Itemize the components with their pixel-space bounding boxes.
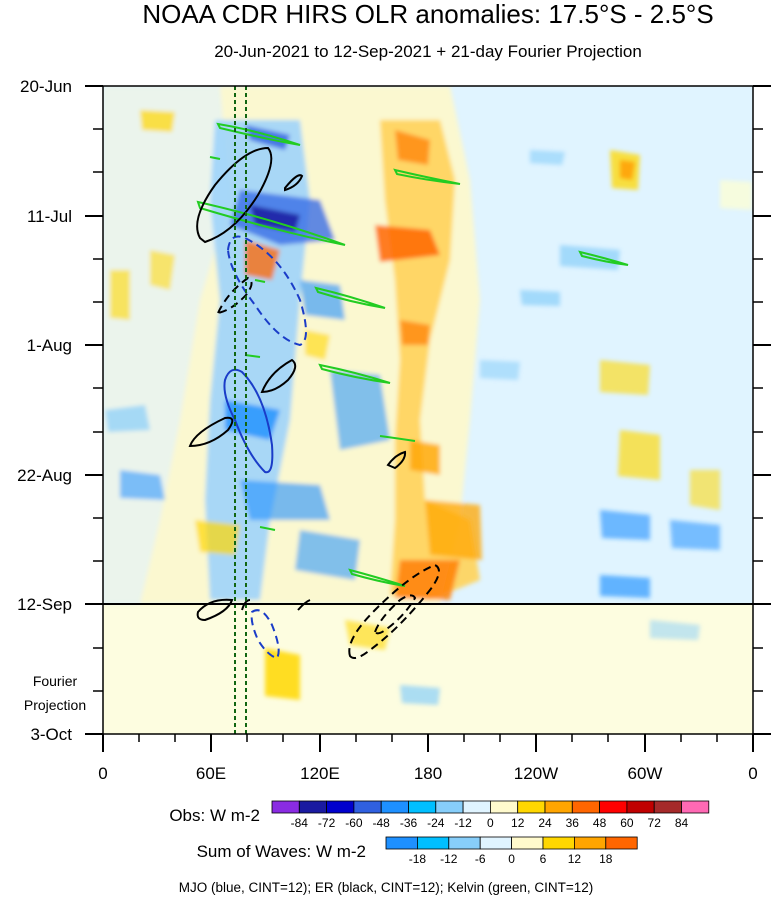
mjo-projection-contours: [226, 235, 307, 660]
colorbar-level-label: -48: [373, 816, 391, 830]
colorbar-swatch: [271, 800, 300, 814]
plot-area: [103, 86, 753, 734]
colorbar-swatch: [542, 836, 575, 850]
colorbar-level-label: 84: [675, 816, 689, 830]
colorbar-level-label: -36: [400, 816, 418, 830]
waves-colorbar-labels: -18 -12 -6 0 6 12 18: [409, 852, 613, 866]
x-tick-labels: 0 60E 120E 180 120W 60W 0: [98, 764, 757, 783]
colorbar-level-label: 18: [599, 852, 613, 866]
waves-legend-label: Sum of Waves: W m-2: [197, 842, 366, 861]
x-major-ticks: [102, 734, 754, 752]
colorbar-level-label: 36: [566, 816, 580, 830]
colorbar-swatch: [408, 800, 437, 814]
er-projection-contours: [216, 276, 440, 659]
colorbar-swatch: [353, 800, 382, 814]
colorbar-swatch: [326, 800, 355, 814]
x-tick-label: 60E: [196, 764, 226, 783]
x-tick-label: 180: [414, 764, 442, 783]
y-tick-label: 12-Sep: [17, 595, 72, 614]
colorbar-level-label: 48: [593, 816, 607, 830]
colorbar-level-label: -12: [454, 816, 472, 830]
colorbar-swatch: [479, 836, 513, 850]
y-tick-label: 1-Aug: [27, 336, 72, 355]
colorbar-swatch: [571, 800, 600, 814]
colorbar-swatch: [462, 800, 491, 814]
x-tick-label: 0: [98, 764, 107, 783]
colorbar-level-label: 72: [648, 816, 662, 830]
colorbar-level-label: 12: [568, 852, 582, 866]
obs-legend-label: Obs: W m-2: [169, 806, 260, 825]
contour-legend-footer: MJO (blue, CINT=12); ER (black, CINT=12)…: [179, 880, 594, 895]
colorbar-swatch: [380, 800, 409, 814]
colorbar-level-label: 0: [487, 816, 494, 830]
mjo-contours: [223, 368, 274, 474]
x-minor-ticks: [138, 734, 718, 742]
y-tick-label: 3-Oct: [30, 725, 72, 744]
x-tick-label: 120W: [514, 764, 558, 783]
colorbar-swatch: [605, 836, 638, 850]
y-tick-label: 20-Jun: [20, 77, 72, 96]
colorbar-swatch: [517, 800, 546, 814]
colorbar-swatch: [385, 836, 418, 850]
colorbar-swatch: [435, 800, 464, 814]
kelvin-contours: [196, 122, 629, 587]
y-tick-labels: 20-Jun 11-Jul 1-Aug 22-Aug 12-Sep 3-Oct: [17, 77, 72, 744]
colorbar-swatch: [681, 800, 710, 814]
projection-label-line1: Fourier: [33, 673, 78, 689]
y-minor-ticks: [93, 128, 763, 692]
colorbar-swatch: [448, 836, 481, 850]
chart-subtitle: 20-Jun-2021 to 12-Sep-2021 + 21-day Four…: [214, 42, 642, 61]
colorbar-level-label: -60: [345, 816, 363, 830]
colorbar-level-label: -24: [427, 816, 445, 830]
waves-colorbar: [385, 836, 638, 850]
colorbar-swatch: [416, 836, 450, 850]
obs-colorbar-labels: -84 -72 -60 -48 -36 -24 -12 0 12 24 36 48 60 72 84: [291, 816, 689, 830]
colorbar-swatch: [489, 800, 519, 814]
colorbar-level-label: 24: [538, 816, 552, 830]
colorbar-swatch: [599, 800, 628, 814]
colorbar-swatch: [511, 836, 544, 850]
colorbar-level-label: -6: [475, 852, 486, 866]
colorbar-level-label: 6: [540, 852, 547, 866]
projection-label-line2: Projection: [24, 697, 86, 713]
colorbar-swatch: [544, 800, 573, 814]
chart-title: NOAA CDR HIRS OLR anomalies: 17.5°S - 2.…: [142, 0, 713, 29]
colorbar-swatch: [626, 800, 655, 814]
colorbar-level-label: -18: [409, 852, 427, 866]
colorbar-swatch: [653, 800, 682, 814]
x-tick-label: 0: [748, 764, 757, 783]
obs-colorbar: [271, 800, 710, 814]
colorbar-level-label: 12: [511, 816, 525, 830]
colorbar-level-label: -84: [291, 816, 309, 830]
projection-background: [103, 604, 753, 734]
y-tick-label: 11-Jul: [27, 207, 72, 226]
x-tick-label: 120E: [300, 764, 340, 783]
colorbar-swatch: [298, 800, 327, 814]
colorbar-level-label: -72: [318, 816, 336, 830]
y-major-ticks: [85, 85, 771, 735]
colorbar-level-label: 0: [508, 852, 515, 866]
colorbar-level-label: -12: [440, 852, 458, 866]
y-tick-label: 22-Aug: [17, 466, 72, 485]
colorbar-swatch: [574, 836, 607, 850]
x-tick-label: 60W: [628, 764, 663, 783]
colorbar-level-label: 60: [620, 816, 634, 830]
